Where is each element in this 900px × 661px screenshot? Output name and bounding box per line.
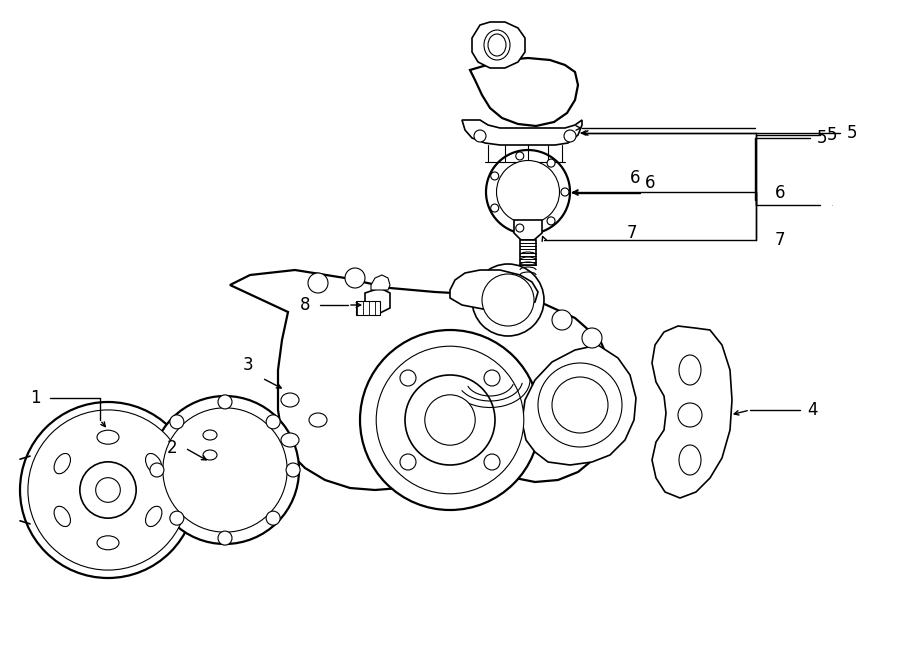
Circle shape [151, 396, 299, 544]
Circle shape [547, 217, 555, 225]
Circle shape [80, 462, 136, 518]
Polygon shape [522, 345, 636, 465]
Bar [356, 301, 380, 315]
Ellipse shape [309, 413, 327, 427]
Polygon shape [450, 270, 538, 310]
Polygon shape [365, 288, 390, 313]
Ellipse shape [281, 433, 299, 447]
Circle shape [482, 274, 534, 326]
Circle shape [484, 370, 500, 386]
Circle shape [400, 370, 416, 386]
Text: 4: 4 [806, 401, 817, 419]
Ellipse shape [488, 34, 506, 56]
Bar [520, 240, 536, 265]
Circle shape [266, 415, 280, 429]
Circle shape [308, 273, 328, 293]
Circle shape [561, 188, 569, 196]
Circle shape [491, 204, 499, 212]
Polygon shape [150, 412, 275, 478]
Text: 7: 7 [775, 231, 785, 249]
Text: 6: 6 [630, 169, 640, 187]
Circle shape [516, 224, 524, 232]
Circle shape [218, 395, 232, 409]
Text: 6: 6 [775, 184, 785, 202]
Circle shape [678, 403, 702, 427]
Circle shape [474, 130, 486, 142]
Polygon shape [462, 120, 582, 145]
Circle shape [376, 346, 524, 494]
Circle shape [400, 454, 416, 470]
Circle shape [170, 511, 184, 525]
Circle shape [286, 463, 300, 477]
Circle shape [516, 152, 524, 160]
Circle shape [472, 264, 544, 336]
Polygon shape [470, 58, 578, 126]
Circle shape [150, 463, 164, 477]
Text: 3: 3 [243, 356, 253, 374]
Text: 8: 8 [300, 296, 310, 314]
Circle shape [538, 363, 622, 447]
Polygon shape [178, 472, 240, 510]
Circle shape [405, 375, 495, 465]
Ellipse shape [146, 506, 162, 527]
Ellipse shape [97, 536, 119, 550]
Ellipse shape [281, 393, 299, 407]
Ellipse shape [679, 355, 701, 385]
Ellipse shape [54, 506, 70, 527]
Ellipse shape [54, 453, 70, 474]
Ellipse shape [679, 445, 701, 475]
Circle shape [95, 478, 121, 502]
Ellipse shape [97, 430, 119, 444]
Circle shape [218, 531, 232, 545]
Polygon shape [472, 22, 525, 68]
Text: 5: 5 [847, 124, 857, 142]
Polygon shape [230, 270, 614, 490]
Circle shape [552, 310, 572, 330]
Circle shape [345, 268, 365, 288]
Polygon shape [652, 326, 732, 498]
Text: 2: 2 [166, 439, 177, 457]
Ellipse shape [203, 450, 217, 460]
Circle shape [564, 130, 576, 142]
Circle shape [20, 402, 196, 578]
Text: 5: 5 [817, 129, 827, 147]
Ellipse shape [484, 30, 510, 60]
Ellipse shape [146, 453, 162, 474]
Polygon shape [371, 275, 390, 290]
Polygon shape [514, 220, 542, 240]
Text: 1: 1 [30, 389, 40, 407]
Circle shape [582, 328, 602, 348]
Circle shape [491, 172, 499, 180]
Text: 7: 7 [626, 224, 637, 242]
Circle shape [360, 330, 540, 510]
Circle shape [547, 159, 555, 167]
Circle shape [497, 161, 560, 223]
Circle shape [163, 408, 287, 532]
Circle shape [484, 454, 500, 470]
Text: 5: 5 [827, 126, 837, 144]
Text: 6: 6 [644, 174, 655, 192]
Ellipse shape [203, 430, 217, 440]
Circle shape [266, 511, 280, 525]
Circle shape [552, 377, 608, 433]
Circle shape [486, 150, 570, 234]
Circle shape [28, 410, 188, 570]
Circle shape [170, 415, 184, 429]
Circle shape [425, 395, 475, 446]
